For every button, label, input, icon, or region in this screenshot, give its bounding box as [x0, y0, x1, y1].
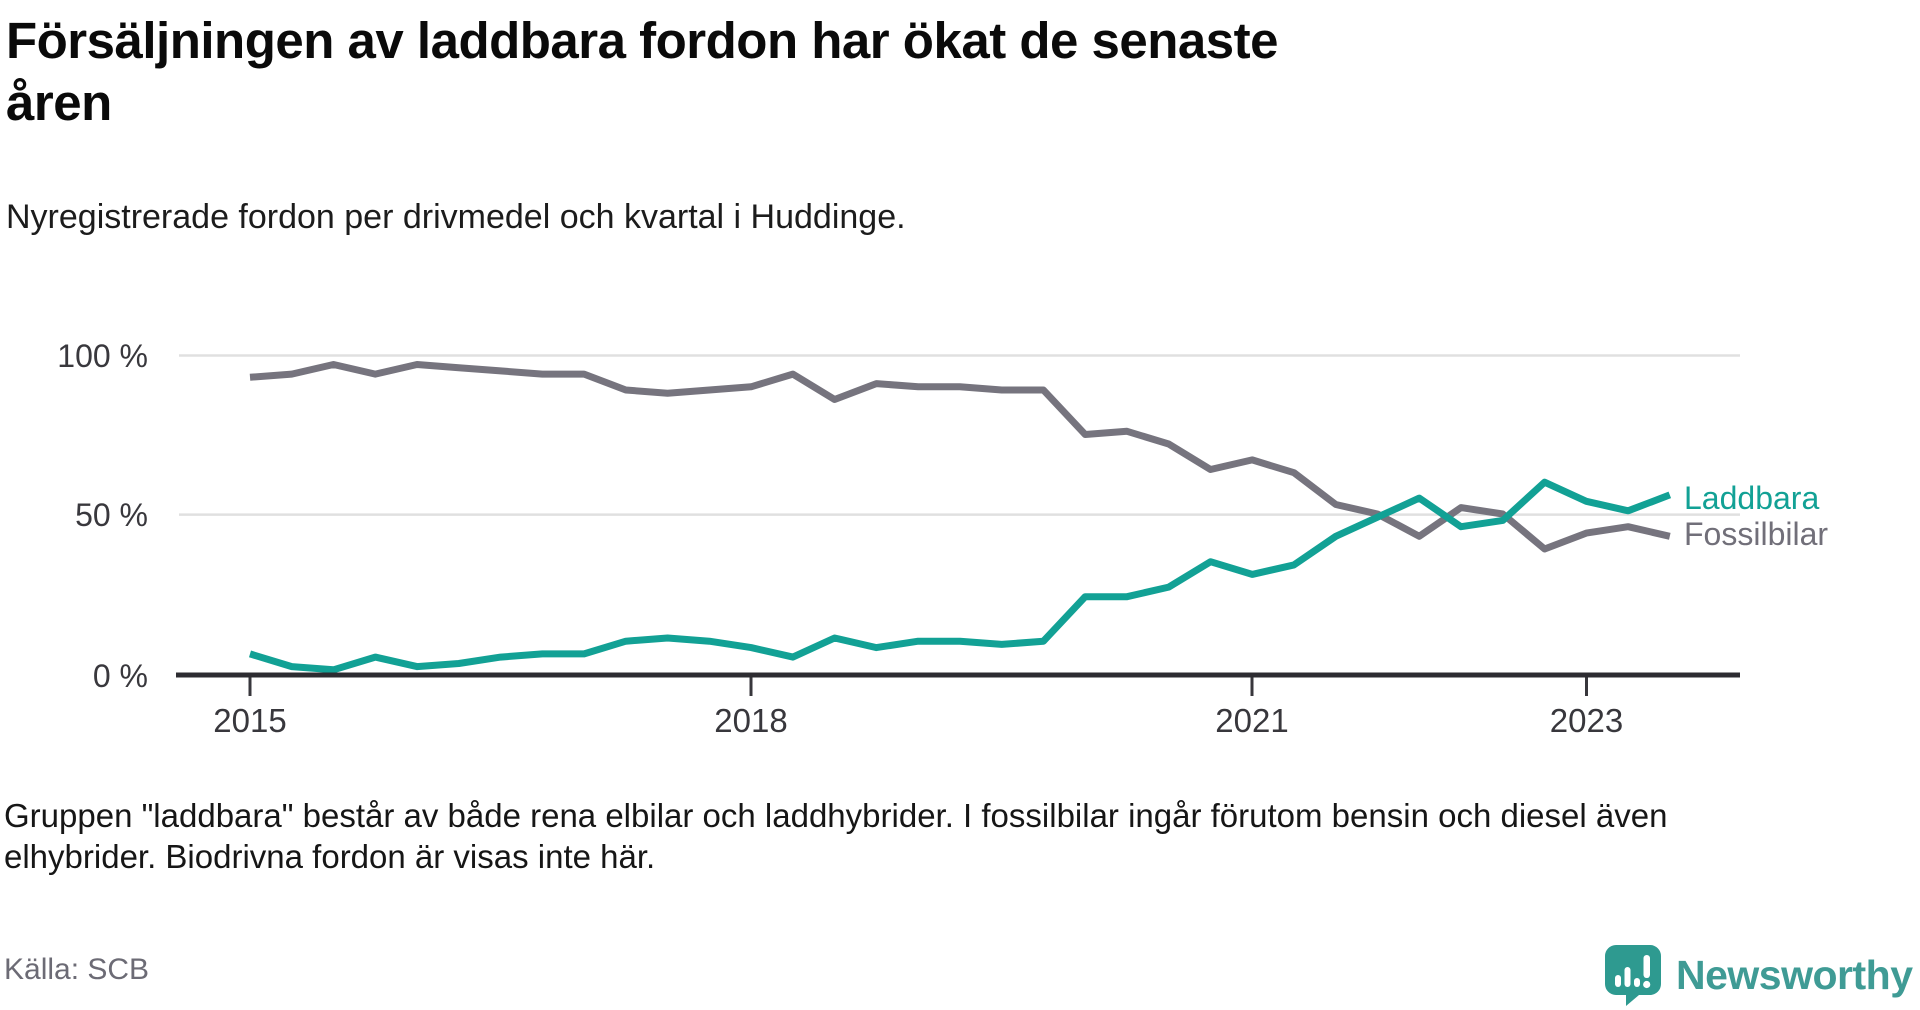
chart-title-line1: Försäljningen av laddbara fordon har öka… — [6, 12, 1279, 69]
newsworthy-logo-text: Newsworthy — [1676, 951, 1913, 998]
chart-title-line2: åren — [6, 73, 112, 131]
newsworthy-logo: Newsworthy — [1604, 944, 1913, 1006]
logo-bubble-shape — [1605, 945, 1661, 1006]
laddbara-line — [248, 478, 1672, 674]
chart-footnote: Gruppen "laddbara" består av både rena e… — [4, 795, 1667, 877]
newsworthy-logo-icon — [1605, 945, 1661, 1006]
logo-exclamation-dot — [1643, 980, 1651, 989]
chart-title: Försäljningen av laddbara fordon har öka… — [6, 10, 1566, 133]
fossilbilar-line — [249, 361, 1671, 553]
y-label-0: 0 % — [93, 658, 148, 694]
logo-bar-3 — [1634, 978, 1640, 987]
logo-exclamation-bar — [1643, 955, 1650, 978]
legend-laddbara: Laddbara — [1684, 480, 1819, 516]
x-label-2021: 2021 — [1215, 702, 1288, 739]
x-label-2023: 2023 — [1550, 702, 1623, 739]
source-label: Källa: SCB — [4, 953, 150, 986]
y-label-50: 50 % — [75, 497, 148, 533]
x-label-2018: 2018 — [714, 702, 787, 739]
footnote-line1: Gruppen "laddbara" består av både rena e… — [4, 797, 1668, 834]
chart-subtitle: Nyregistrerade fordon per drivmedel och … — [6, 198, 906, 236]
legend-fossilbilar: Fossilbilar — [1684, 516, 1828, 552]
y-label-100: 100 % — [57, 338, 148, 374]
logo-bar-2 — [1624, 967, 1631, 987]
x-label-2015: 2015 — [213, 702, 286, 739]
footnote-line2: elhybrider. Biodrivna fordon är visas in… — [4, 838, 656, 875]
logo-bar-1 — [1615, 975, 1621, 987]
